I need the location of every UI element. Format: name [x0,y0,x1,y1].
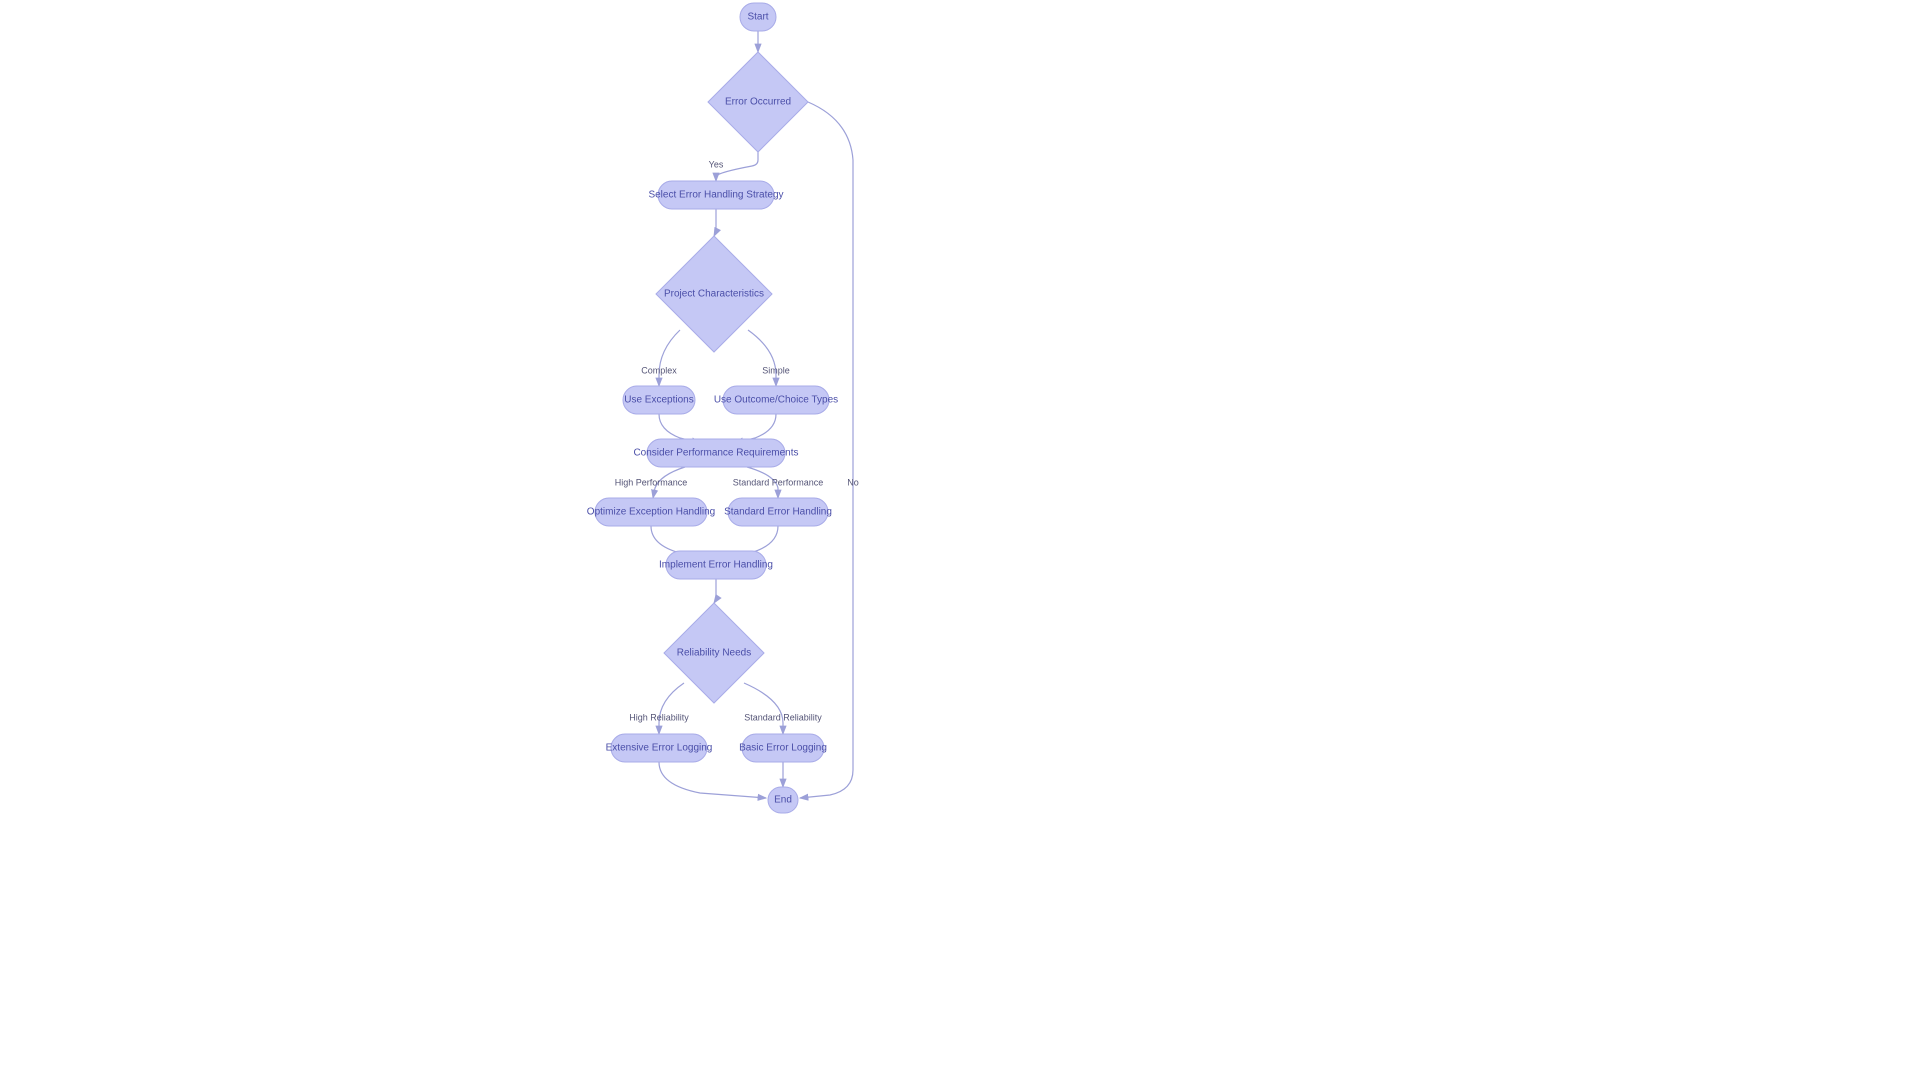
node-label-select: Select Error Handling Strategy [648,190,783,201]
node-label-stdhandling: Standard Error Handling [724,507,832,518]
edge-label-consider-optimize: High Performance [615,477,688,487]
node-label-basic: Basic Error Logging [739,743,827,754]
node-exceptions: Use Exceptions [623,386,695,414]
edge-implement-reliability [714,579,716,603]
flowchart-canvas: Start Error Occurred Select Error Handling… [0,0,1920,1080]
node-error: Error Occurred [708,52,808,152]
edge-label-consider-stdhandling: Standard Performance [733,477,824,487]
node-implement: Implement Error Handling [659,551,773,579]
edge-label-project-outcome: Simple [762,365,790,375]
node-start: Start [740,3,776,31]
node-select: Select Error Handling Strategy [648,181,783,209]
node-consider: Consider Performance Requirements [633,439,798,467]
edge-reliability-extensive [659,683,684,734]
edge-error-end [800,102,853,798]
node-label-end: End [774,795,792,806]
node-label-consider: Consider Performance Requirements [633,448,798,459]
node-label-reliability: Reliability Needs [677,648,751,659]
node-stdhandling: Standard Error Handling [724,498,832,526]
edge-project-outcome [748,330,776,386]
edge-label-reliability-extensive: High Reliability [629,712,689,722]
node-reliability: Reliability Needs [664,603,764,703]
node-basic: Basic Error Logging [739,734,827,762]
node-label-exceptions: Use Exceptions [624,395,693,406]
edge-select-project [714,209,716,236]
node-label-extensive: Extensive Error Logging [606,743,713,754]
node-end: End [768,787,798,813]
node-optimize: Optimize Exception Handling [587,498,715,526]
edge-label-error-end: No [847,477,859,487]
node-label-outcome: Use Outcome/Choice Types [714,395,838,406]
edge-label-error-select: Yes [709,159,724,169]
node-extensive: Extensive Error Logging [606,734,713,762]
edge-label-reliability-basic: Standard Reliability [744,712,822,722]
node-label-optimize: Optimize Exception Handling [587,507,715,518]
edge-project-exceptions [659,330,680,386]
node-label-error: Error Occurred [725,97,791,108]
edge-label-project-exceptions: Complex [641,365,677,375]
edge-reliability-basic [744,683,783,734]
edge-extensive-end [659,762,766,798]
node-label-project: Project Characteristics [664,289,764,300]
node-label-implement: Implement Error Handling [659,560,773,571]
node-label-start: Start [747,12,768,23]
node-outcome: Use Outcome/Choice Types [714,386,838,414]
